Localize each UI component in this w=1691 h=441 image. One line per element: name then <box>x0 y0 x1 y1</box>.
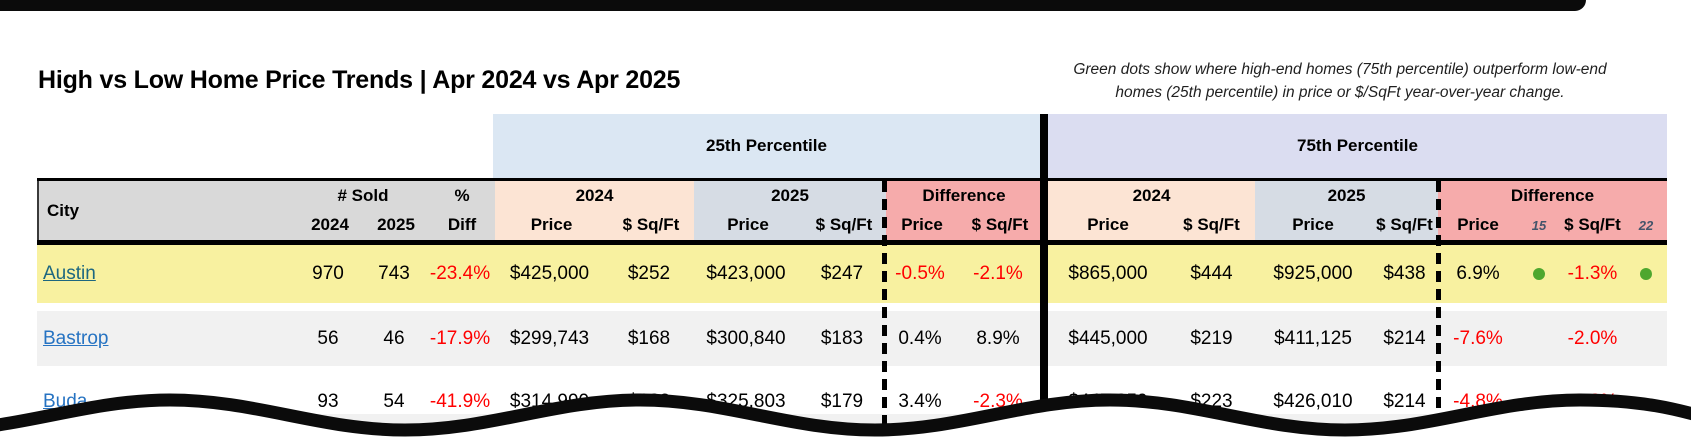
green-dot-legend-note: Green dots show where high-end homes (75… <box>990 58 1690 104</box>
percentile-section-divider <box>1040 114 1048 431</box>
header-city: City <box>47 200 80 220</box>
header-group-p25-difference: Difference Price $ Sq/Ft <box>886 181 1042 240</box>
cell-p25-sqft-2025: $179 <box>820 390 864 412</box>
header-group-p75-difference: Difference Price 15 $ Sq/Ft 22 <box>1438 181 1667 240</box>
city-link-bastrop[interactable]: Bastrop <box>43 327 109 349</box>
cell-p75-price-2025: $925,000 <box>1273 263 1353 284</box>
cell-sold-2024: 970 <box>312 263 344 284</box>
cell-sold-2024: 56 <box>317 327 339 349</box>
header-p25-2025-sqft: $ Sq/Ft <box>815 215 873 235</box>
cell-p75-price-2025: $411,125 <box>1274 327 1352 349</box>
cell-p75-sqft-2025: $214 <box>1383 390 1426 412</box>
cell-pct-diff: -17.9% <box>429 327 491 349</box>
cell-p25-diff-price: 3.4% <box>898 390 942 412</box>
torn-edge-wave-bottom <box>0 393 1691 441</box>
header-top-rule <box>37 178 1667 181</box>
dot-cell <box>1518 245 1560 303</box>
header-group-city-sold: City # Sold % 2024 2025 Diff <box>37 181 495 240</box>
header-group-p75-2024: 2024 Price $ Sq/Ft <box>1048 181 1255 240</box>
percentile-band-row: 25th Percentile 75th Percentile <box>37 114 1667 178</box>
cell-p25-diff-price: 0.4% <box>898 327 942 349</box>
table-row-austin: Austin 970 743 -23.4% $425,000 $252 $423… <box>37 245 1667 303</box>
cell-p25-diff-sqft: 8.9% <box>976 327 1020 349</box>
header-p75-2025-sqft: $ Sq/Ft <box>1376 215 1433 235</box>
cell-p75-price-2025: $426,010 <box>1273 390 1353 412</box>
percentile-band-25: 25th Percentile <box>493 114 1040 178</box>
header-p25-2024-sqft: $ Sq/Ft <box>622 215 680 235</box>
header-p25-year-2024: 2024 <box>575 185 614 205</box>
cell-p75-diff-price: -7.6% <box>1453 327 1503 349</box>
city-cell: Bastrop <box>37 311 295 366</box>
percentile-band-75: 75th Percentile <box>1048 114 1667 178</box>
header-p25-2024-price: Price <box>530 215 573 235</box>
header-diff-count-22: 22 <box>1638 217 1654 233</box>
dot-cell <box>1625 311 1667 366</box>
band-spacer <box>37 114 493 178</box>
header-p25-year-2025: 2025 <box>771 185 809 205</box>
city-cell: Austin <box>37 245 295 303</box>
cell-p25-price-2024: $299,743 <box>509 327 590 349</box>
cell-sold-2024: 93 <box>317 390 339 412</box>
header-group-p75-2025: 2025 Price $ Sq/Ft <box>1255 181 1438 240</box>
header-sold: # Sold <box>337 185 389 205</box>
header-p75-year-2024: 2024 <box>1132 185 1171 205</box>
header-p75-diff-price: Price <box>1457 215 1499 235</box>
cell-p75-sqft-2024: $444 <box>1190 263 1233 284</box>
cell-p25-price-2025: $300,840 <box>706 327 786 349</box>
page-title: High vs Low Home Price Trends | Apr 2024… <box>38 66 681 94</box>
header-p25-difference: Difference <box>922 185 1006 205</box>
cell-p75-price-2024: $865,000 <box>1068 263 1148 284</box>
table-row-bastrop: Bastrop 56 46 -17.9% $299,743 $168 $300,… <box>37 311 1667 366</box>
header-sold-2024: 2024 <box>311 215 349 235</box>
header-p75-2024-sqft: $ Sq/Ft <box>1183 215 1240 235</box>
cell-p75-diff-sqft: -1.3% <box>1567 263 1618 284</box>
city-link-austin[interactable]: Austin <box>43 263 96 284</box>
header-pct: % <box>454 185 470 205</box>
cell-p25-price-2024: $425,000 <box>509 263 590 284</box>
note-line-2: homes (25th percentile) in price or $/Sq… <box>1115 84 1565 101</box>
cell-p25-price-2025: $423,000 <box>706 263 786 284</box>
header-group-p25-2024: 2024 Price $ Sq/Ft <box>495 181 694 240</box>
note-line-1: Green dots show where high-end homes (75… <box>1073 61 1607 78</box>
header-p25-diff-sqft: $ Sq/Ft <box>971 215 1029 235</box>
difference-dashed-divider-75 <box>1436 181 1441 427</box>
dot-cell <box>1518 311 1560 366</box>
cell-p75-price-2024: $445,000 <box>1068 327 1148 349</box>
cell-p25-sqft-2025: $183 <box>820 327 864 349</box>
cell-p75-sqft-2025: $214 <box>1383 327 1426 349</box>
cell-p75-sqft-2024: $219 <box>1190 327 1233 349</box>
cell-p25-sqft-2025: $247 <box>820 263 864 284</box>
cell-p75-diff-price: 6.9% <box>1456 263 1500 284</box>
cell-p25-sqft-2024: $252 <box>627 263 671 284</box>
header-p75-diff-sqft: $ Sq/Ft <box>1564 215 1621 235</box>
header-diff-count-15: 15 <box>1531 217 1547 233</box>
header-pct-diff: Diff <box>447 215 477 235</box>
table-header: City # Sold % 2024 2025 Diff 2024 Price … <box>37 181 1667 240</box>
cell-pct-diff: -41.9% <box>429 390 491 412</box>
cell-p75-sqft-2025: $438 <box>1383 263 1426 284</box>
cell-p25-sqft-2024: $168 <box>627 327 671 349</box>
difference-dashed-divider-25 <box>882 181 887 427</box>
cell-pct-diff: -23.4% <box>429 263 491 284</box>
cell-p25-diff-price: -0.5% <box>895 263 945 284</box>
cell-sold-2025: 54 <box>383 390 405 412</box>
header-bottom-rule <box>37 240 1667 245</box>
header-p75-difference: Difference <box>1510 185 1595 205</box>
green-dot-icon <box>1640 268 1652 280</box>
header-p25-2025-price: Price <box>727 215 769 235</box>
dot-cell <box>1625 245 1667 303</box>
header-p75-year-2025: 2025 <box>1327 185 1366 205</box>
cell-sold-2025: 46 <box>383 327 405 349</box>
header-p25-diff-price: Price <box>901 215 943 235</box>
cell-p75-diff-sqft: -2.0% <box>1567 327 1618 349</box>
header-p75-2024-price: Price <box>1087 215 1129 235</box>
header-group-p25-2025: 2025 Price $ Sq/Ft <box>694 181 886 240</box>
cell-sold-2025: 743 <box>378 263 410 284</box>
torn-edge-bar-top <box>0 0 1586 11</box>
header-sold-2025: 2025 <box>377 215 415 235</box>
cell-p25-diff-sqft: -2.1% <box>973 263 1023 284</box>
header-p75-2025-price: Price <box>1292 215 1334 235</box>
green-dot-icon <box>1533 268 1545 280</box>
